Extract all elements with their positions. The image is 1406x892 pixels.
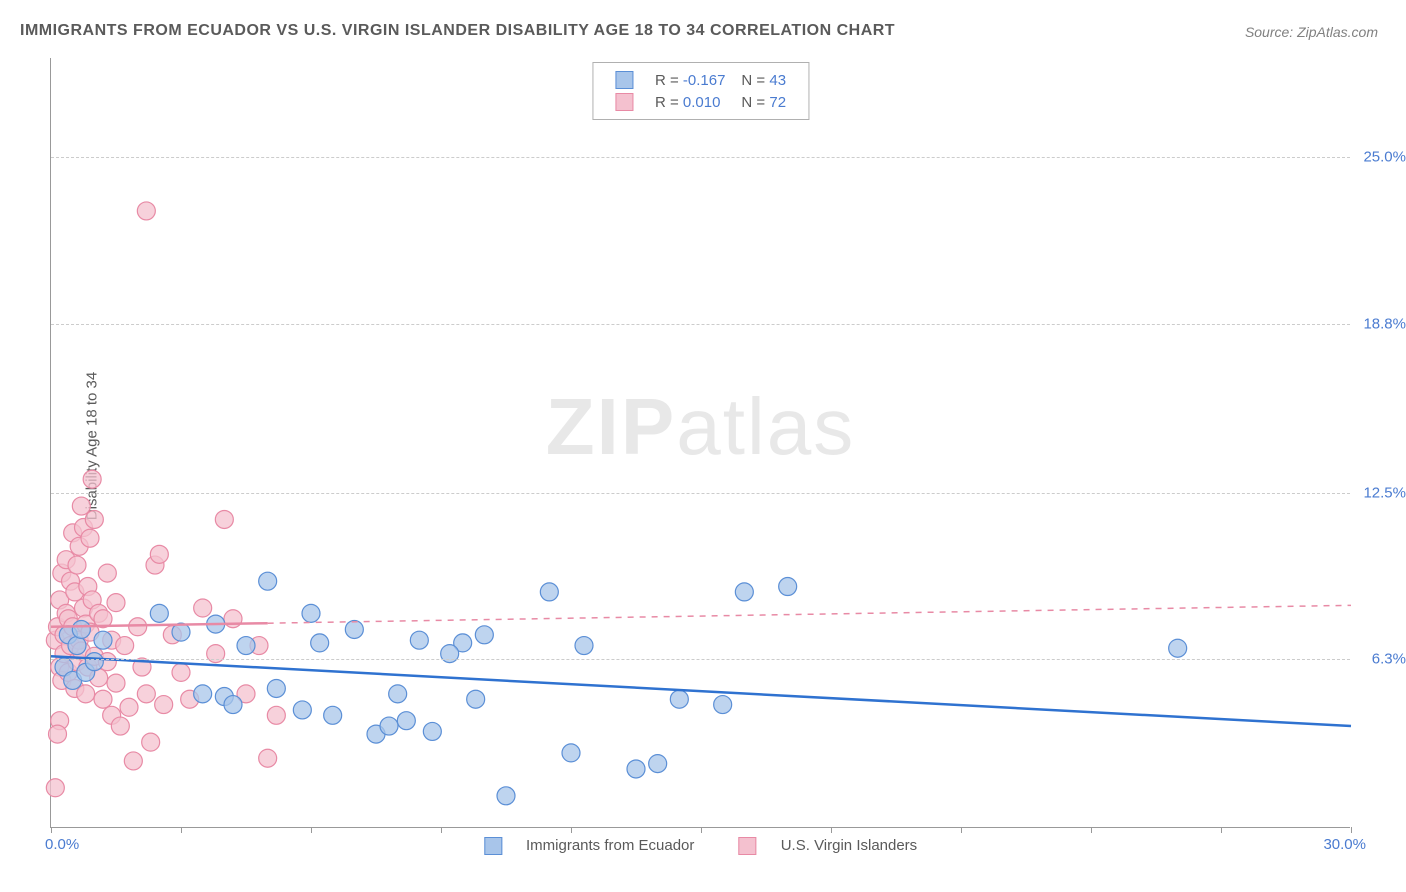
scatter-point: [137, 685, 155, 703]
scatter-point: [94, 631, 112, 649]
x-tick: [961, 827, 962, 833]
scatter-point: [68, 637, 86, 655]
scatter-point: [155, 696, 173, 714]
scatter-point: [150, 545, 168, 563]
scatter-point: [324, 706, 342, 724]
x-tick: [571, 827, 572, 833]
scatter-point: [1169, 639, 1187, 657]
plot-area: ZIPatlas R = -0.167 N = 43 R = 0.010 N =…: [50, 58, 1350, 828]
scatter-point: [120, 698, 138, 716]
legend-bottom: Immigrants from Ecuador U.S. Virgin Isla…: [464, 837, 937, 855]
scatter-point: [77, 685, 95, 703]
scatter-point: [649, 755, 667, 773]
scatter-point: [467, 690, 485, 708]
scatter-point: [267, 679, 285, 697]
x-tick: [1351, 827, 1352, 833]
scatter-point: [107, 594, 125, 612]
scatter-point: [137, 202, 155, 220]
scatter-point: [670, 690, 688, 708]
x-tick: [311, 827, 312, 833]
scatter-point: [116, 637, 134, 655]
scatter-point: [311, 634, 329, 652]
scatter-point: [389, 685, 407, 703]
trend-line-usvi-dashed: [268, 605, 1351, 623]
scatter-point: [380, 717, 398, 735]
scatter-point: [779, 578, 797, 596]
source-attribution: Source: ZipAtlas.com: [1245, 24, 1378, 40]
scatter-point: [397, 712, 415, 730]
scatter-point: [68, 556, 86, 574]
swatch-usvi-bottom: [739, 837, 757, 855]
scatter-point: [237, 637, 255, 655]
scatter-point: [215, 510, 233, 528]
gridline: [51, 157, 1350, 158]
x-tick: [181, 827, 182, 833]
scatter-point: [129, 618, 147, 636]
scatter-point: [81, 529, 99, 547]
x-tick: [1221, 827, 1222, 833]
x-tick: [831, 827, 832, 833]
scatter-point: [194, 685, 212, 703]
scatter-point: [627, 760, 645, 778]
chart-title: IMMIGRANTS FROM ECUADOR VS U.S. VIRGIN I…: [20, 22, 895, 40]
scatter-point: [259, 749, 277, 767]
swatch-ecuador-bottom: [484, 837, 502, 855]
x-tick: [51, 827, 52, 833]
scatter-point: [475, 626, 493, 644]
scatter-point: [83, 470, 101, 488]
y-tick-label: 18.8%: [1363, 315, 1406, 332]
scatter-point: [497, 787, 515, 805]
scatter-point: [98, 564, 116, 582]
scatter-point: [142, 733, 160, 751]
gridline: [51, 324, 1350, 325]
scatter-point: [94, 690, 112, 708]
scatter-point: [423, 722, 441, 740]
scatter-point: [49, 725, 67, 743]
scatter-point: [85, 510, 103, 528]
x-axis-origin-label: 0.0%: [45, 836, 79, 853]
scatter-point: [172, 663, 190, 681]
scatter-point: [46, 779, 64, 797]
scatter-point: [111, 717, 129, 735]
y-tick-label: 12.5%: [1363, 484, 1406, 501]
scatter-point: [540, 583, 558, 601]
y-tick-label: 25.0%: [1363, 149, 1406, 166]
scatter-point: [302, 604, 320, 622]
chart-container: IMMIGRANTS FROM ECUADOR VS U.S. VIRGIN I…: [0, 0, 1406, 892]
gridline: [51, 659, 1350, 660]
x-tick: [701, 827, 702, 833]
scatter-point: [267, 706, 285, 724]
scatter-point: [85, 653, 103, 671]
scatter-point: [194, 599, 212, 617]
scatter-point: [735, 583, 753, 601]
scatter-point: [72, 620, 90, 638]
x-axis-max-label: 30.0%: [1323, 836, 1366, 853]
scatter-point: [224, 696, 242, 714]
scatter-svg: [51, 58, 1350, 827]
scatter-point: [575, 637, 593, 655]
scatter-point: [259, 572, 277, 590]
scatter-point: [124, 752, 142, 770]
gridline: [51, 493, 1350, 494]
scatter-point: [345, 620, 363, 638]
scatter-point: [562, 744, 580, 762]
scatter-point: [150, 604, 168, 622]
x-tick: [441, 827, 442, 833]
scatter-point: [72, 497, 90, 515]
x-tick: [1091, 827, 1092, 833]
scatter-point: [293, 701, 311, 719]
scatter-point: [107, 674, 125, 692]
scatter-point: [410, 631, 428, 649]
scatter-point: [714, 696, 732, 714]
y-tick-label: 6.3%: [1372, 650, 1406, 667]
